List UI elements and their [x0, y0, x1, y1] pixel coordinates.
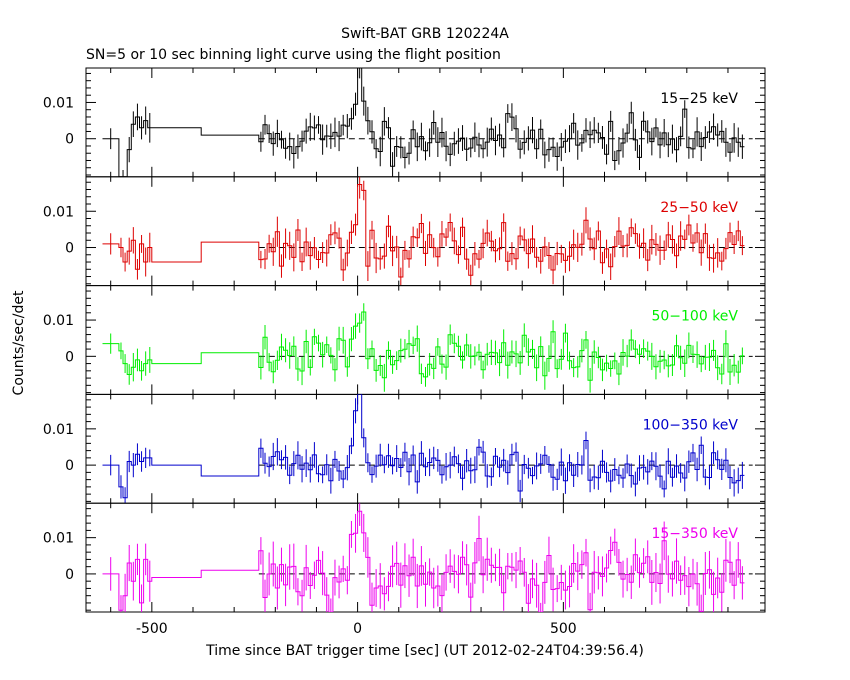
chart-subtitle: SN=5 or 10 sec binning light curve using…	[86, 47, 501, 63]
y-tick-label: 0	[65, 241, 74, 257]
panels-group: 0.01 0 15−25 keV 0.01 0 25−50 keV 0.01 0 50−100 …	[43, 67, 766, 637]
panel-frame	[85, 176, 766, 287]
series-15-25-keV	[102, 68, 745, 177]
series-line	[102, 184, 745, 278]
x-tick-label: 500	[550, 621, 577, 637]
y-tick-label: 0.01	[43, 422, 74, 438]
panel-2: 0.01 0 25−50 keV	[43, 176, 766, 287]
panel-label: 100−350 keV	[643, 417, 739, 433]
y-axis-label: Counts/sec/det	[11, 290, 27, 395]
x-axis-label: Time since BAT trigger time [sec] (UT 20…	[205, 643, 644, 659]
y-tick-label: 0	[65, 458, 74, 474]
panel-3: 0.01 0 50−100 keV	[43, 285, 766, 395]
y-tick-label: 0.01	[43, 95, 74, 111]
series-25-50-keV	[102, 176, 745, 286]
panel-5: 0.01 0 15−350 keV	[43, 502, 766, 613]
y-tick-label: 0	[65, 349, 74, 365]
series-50-100-keV	[102, 303, 745, 393]
chart-title: Swift-BAT GRB 120224A	[341, 26, 509, 42]
x-tick-label: 0	[353, 621, 362, 637]
panel-label: 25−50 keV	[660, 200, 738, 216]
x-tick-label: -500	[136, 621, 168, 637]
y-tick-label: 0.01	[43, 531, 74, 547]
panel-label: 50−100 keV	[651, 309, 738, 325]
y-tick-label: 0	[65, 132, 74, 148]
panel-label: 15−350 keV	[651, 526, 738, 542]
panel-1: 0.01 0 15−25 keV	[43, 67, 766, 178]
panel-frame	[85, 67, 766, 178]
y-tick-label: 0.01	[43, 204, 74, 220]
panel-label: 15−25 keV	[660, 91, 738, 107]
series-100-350-keV	[102, 394, 745, 504]
series-line	[102, 394, 745, 499]
y-tick-label: 0	[65, 567, 74, 583]
series-15-350-keV	[102, 503, 745, 613]
panel-frame	[85, 502, 766, 613]
panel-4: 0.01 0 100−350 keV	[43, 393, 766, 504]
y-tick-label: 0.01	[43, 313, 74, 329]
panel-frame	[85, 393, 766, 504]
series-line	[102, 68, 745, 177]
